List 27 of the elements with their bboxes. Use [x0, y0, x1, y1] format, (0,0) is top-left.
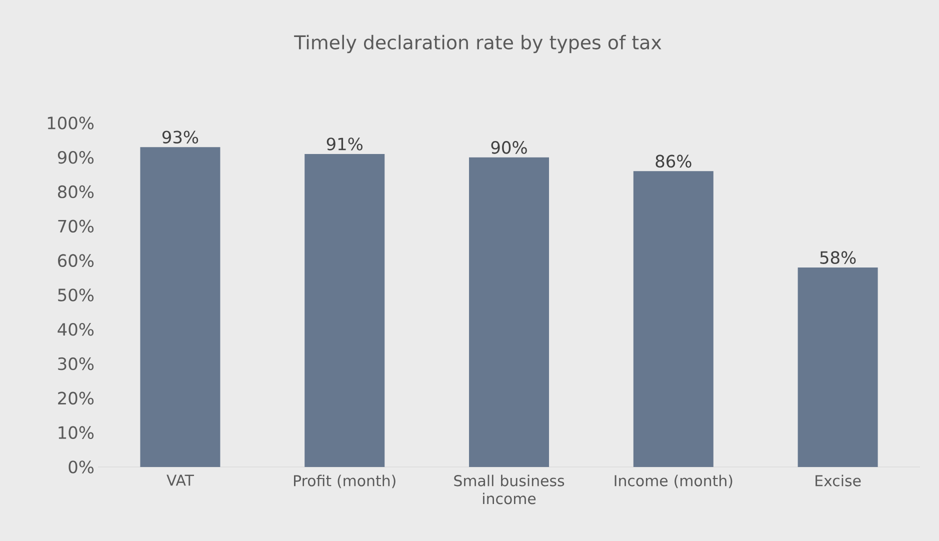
y-tick-label: 60% [58, 254, 94, 267]
y-tick-label: 10% [58, 426, 94, 439]
y-tick-label: 20% [58, 392, 94, 405]
bar [140, 147, 220, 467]
data-label: 93% [162, 130, 198, 144]
y-tick-label: 80% [58, 185, 94, 198]
data-label: 90% [491, 141, 527, 154]
chart-title: Timely declaration rate by types of tax [294, 34, 662, 54]
bar [798, 267, 878, 467]
y-tick-label: 30% [58, 357, 94, 370]
y-tick-label: 100% [48, 116, 94, 130]
bar [304, 154, 385, 467]
x-tick-label: VAT [166, 474, 194, 486]
x-tick-label: Profit (month) [294, 474, 396, 488]
x-tick-label: Income (month) [614, 474, 732, 488]
y-tick-label: 40% [58, 322, 94, 336]
data-label: 58% [820, 251, 856, 264]
data-label: 86% [656, 154, 692, 168]
x-tick-label: Small business income [454, 474, 564, 504]
y-tick-label: 50% [58, 288, 94, 302]
x-tick-label: Excise [816, 474, 861, 486]
bar [633, 171, 714, 467]
y-tick-label: 90% [58, 150, 94, 164]
y-tick-label: 0% [68, 460, 94, 474]
y-tick-label: 70% [58, 220, 94, 233]
data-label: 91% [326, 138, 362, 150]
bar [469, 157, 550, 467]
